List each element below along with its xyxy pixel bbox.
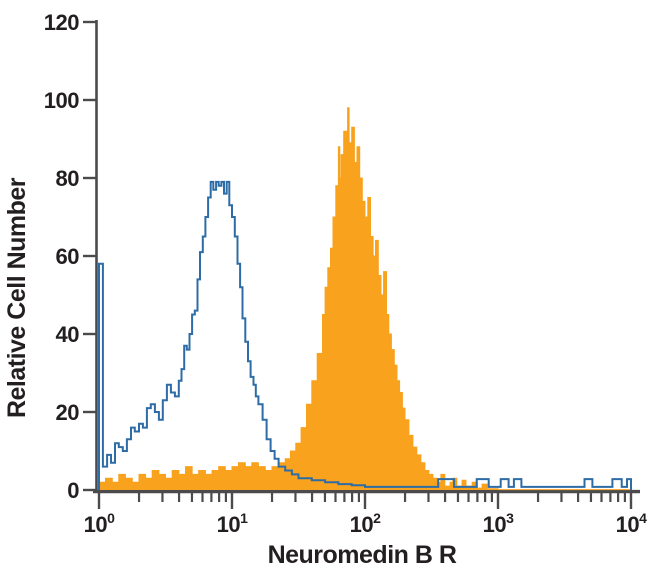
y-tick-label: 0 <box>67 478 79 503</box>
y-axis-title: Relative Cell Number <box>3 177 31 418</box>
y-tick-label: 40 <box>56 322 80 347</box>
histogram-series <box>98 107 632 491</box>
y-tick-label: 80 <box>56 166 80 191</box>
orange-filled-histogram <box>98 107 632 491</box>
blue-open-histogram <box>98 180 632 490</box>
x-tick-label: 100 <box>84 510 115 537</box>
y-tick-label: 20 <box>56 400 80 425</box>
x-tick-label: 104 <box>616 510 647 537</box>
x-tick-label: 101 <box>217 510 248 537</box>
y-tick-label: 60 <box>56 244 80 269</box>
axes <box>83 20 640 509</box>
x-axis-title: Neuromedin B R <box>268 541 457 569</box>
y-tick-label: 100 <box>44 88 79 113</box>
x-tick-label: 103 <box>483 510 514 537</box>
x-tick-label: 102 <box>350 510 381 537</box>
tick-labels: 0 20 40 60 80 100 120 100 101 102 103 104 <box>44 10 648 537</box>
y-tick-label: 120 <box>44 10 79 35</box>
